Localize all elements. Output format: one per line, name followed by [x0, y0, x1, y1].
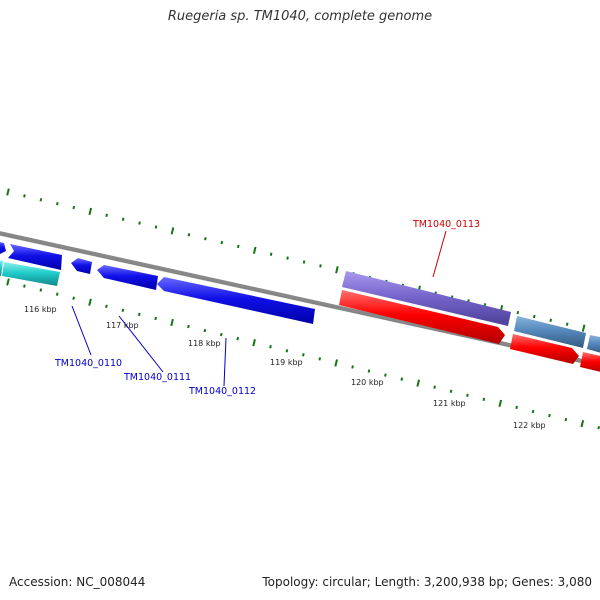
tick-label: 120 kbp	[351, 378, 384, 387]
minor-tick	[400, 377, 404, 381]
gene-arrow[interactable]	[342, 271, 511, 326]
tick-labels: 116 kbp 117 kbp 118 kbp 119 kbp 120 kbp …	[24, 305, 546, 430]
map-title: Ruegeria sp. TM1040, complete genome	[167, 9, 433, 24]
minor-tick	[549, 318, 553, 323]
minor-tick	[597, 425, 600, 430]
gene-labels: TM1040_0110 TM1040_0111 TM1040_0112 TM10…	[54, 219, 480, 397]
gene-label-tm1040-0110[interactable]: TM1040_0110	[54, 358, 122, 369]
minor-tick	[532, 314, 536, 319]
gene-arrow[interactable]	[580, 352, 600, 373]
minor-tick	[515, 405, 518, 410]
minor-tick	[105, 213, 108, 218]
minor-tick	[318, 357, 322, 361]
gene-label-tm1040-0112[interactable]: TM1040_0112	[188, 386, 256, 397]
minor-tick	[319, 264, 322, 268]
minor-tick	[23, 284, 26, 288]
forward-strand-genes	[0, 241, 600, 354]
minor-tick	[121, 217, 125, 221]
minor-tick	[302, 353, 305, 357]
major-tick	[170, 318, 174, 327]
minor-tick	[516, 310, 520, 315]
major-tick	[252, 246, 257, 254]
minor-tick	[204, 236, 207, 241]
major-tick	[88, 298, 92, 306]
minor-tick	[39, 288, 43, 292]
minor-tick	[285, 349, 289, 353]
minor-tick	[269, 252, 273, 256]
minor-tick	[236, 244, 240, 249]
minor-tick	[187, 324, 190, 329]
minor-tick	[236, 336, 240, 341]
major-tick	[6, 278, 10, 286]
gene-arrow[interactable]	[510, 334, 579, 364]
minor-tick	[121, 308, 125, 313]
gene-arrow[interactable]	[97, 265, 158, 290]
gene-arrow[interactable]	[339, 290, 505, 344]
tick-label: 119 kbp	[270, 358, 303, 367]
minor-tick	[203, 328, 207, 333]
minor-tick	[39, 198, 43, 202]
minor-tick	[154, 316, 158, 321]
gene-arrow[interactable]	[8, 244, 62, 270]
major-tick	[416, 379, 421, 387]
minor-tick	[384, 373, 387, 377]
major-tick	[498, 399, 503, 408]
minor-tick	[154, 225, 158, 229]
minor-tick	[367, 369, 371, 373]
gene-arrow[interactable]	[0, 241, 6, 256]
minor-tick	[482, 397, 486, 402]
minor-tick	[548, 413, 551, 418]
gene-label-tm1040-0113[interactable]: TM1040_0113	[412, 219, 480, 230]
major-tick	[88, 207, 93, 216]
gene-arrow[interactable]	[587, 335, 600, 354]
minor-tick	[72, 296, 75, 300]
minor-tick	[138, 221, 141, 225]
minor-tick	[351, 365, 354, 369]
major-tick	[170, 227, 175, 235]
label-leaders	[71, 230, 447, 387]
minor-tick	[187, 233, 191, 237]
minor-tick	[433, 385, 436, 389]
gene-arrow[interactable]	[514, 316, 586, 348]
tick-label: 118 kbp	[188, 339, 221, 348]
tick-label: 122 kbp	[513, 421, 546, 430]
minor-tick	[56, 201, 59, 206]
major-tick	[252, 339, 256, 347]
reverse-strand-genes	[0, 258, 600, 373]
minor-tick	[55, 292, 59, 296]
minor-tick	[466, 393, 469, 398]
minor-tick	[449, 389, 453, 393]
minor-tick	[531, 409, 535, 414]
gene-arrow[interactable]	[0, 260, 3, 276]
minor-tick	[137, 312, 141, 317]
tick-label: 116 kbp	[24, 305, 57, 314]
tick-label: 121 kbp	[433, 399, 466, 408]
tick-label: 117 kbp	[106, 321, 139, 330]
gene-arrow[interactable]	[157, 277, 315, 324]
minor-tick	[105, 304, 108, 308]
minor-tick	[23, 194, 26, 198]
major-tick	[580, 419, 585, 428]
major-tick	[581, 324, 586, 332]
genome-backbone	[0, 231, 600, 368]
minor-tick	[219, 332, 223, 337]
inner-tick-row	[6, 278, 600, 430]
minor-tick	[286, 256, 289, 260]
major-tick	[6, 188, 10, 196]
minor-tick	[72, 205, 76, 210]
minor-tick	[269, 345, 272, 349]
gene-arrow[interactable]	[71, 258, 92, 274]
minor-tick	[564, 417, 568, 422]
gene-arrow[interactable]	[2, 262, 60, 286]
minor-tick	[220, 240, 224, 245]
major-tick	[335, 266, 339, 274]
major-tick	[334, 359, 338, 367]
accession-text: Accession: NC_008044	[9, 575, 146, 589]
genome-summary-text: Topology: circular; Length: 3,200,938 bp…	[262, 575, 592, 589]
minor-tick	[302, 260, 306, 264]
minor-tick	[565, 322, 569, 326]
gene-label-tm1040-0111[interactable]: TM1040_0111	[123, 372, 191, 383]
